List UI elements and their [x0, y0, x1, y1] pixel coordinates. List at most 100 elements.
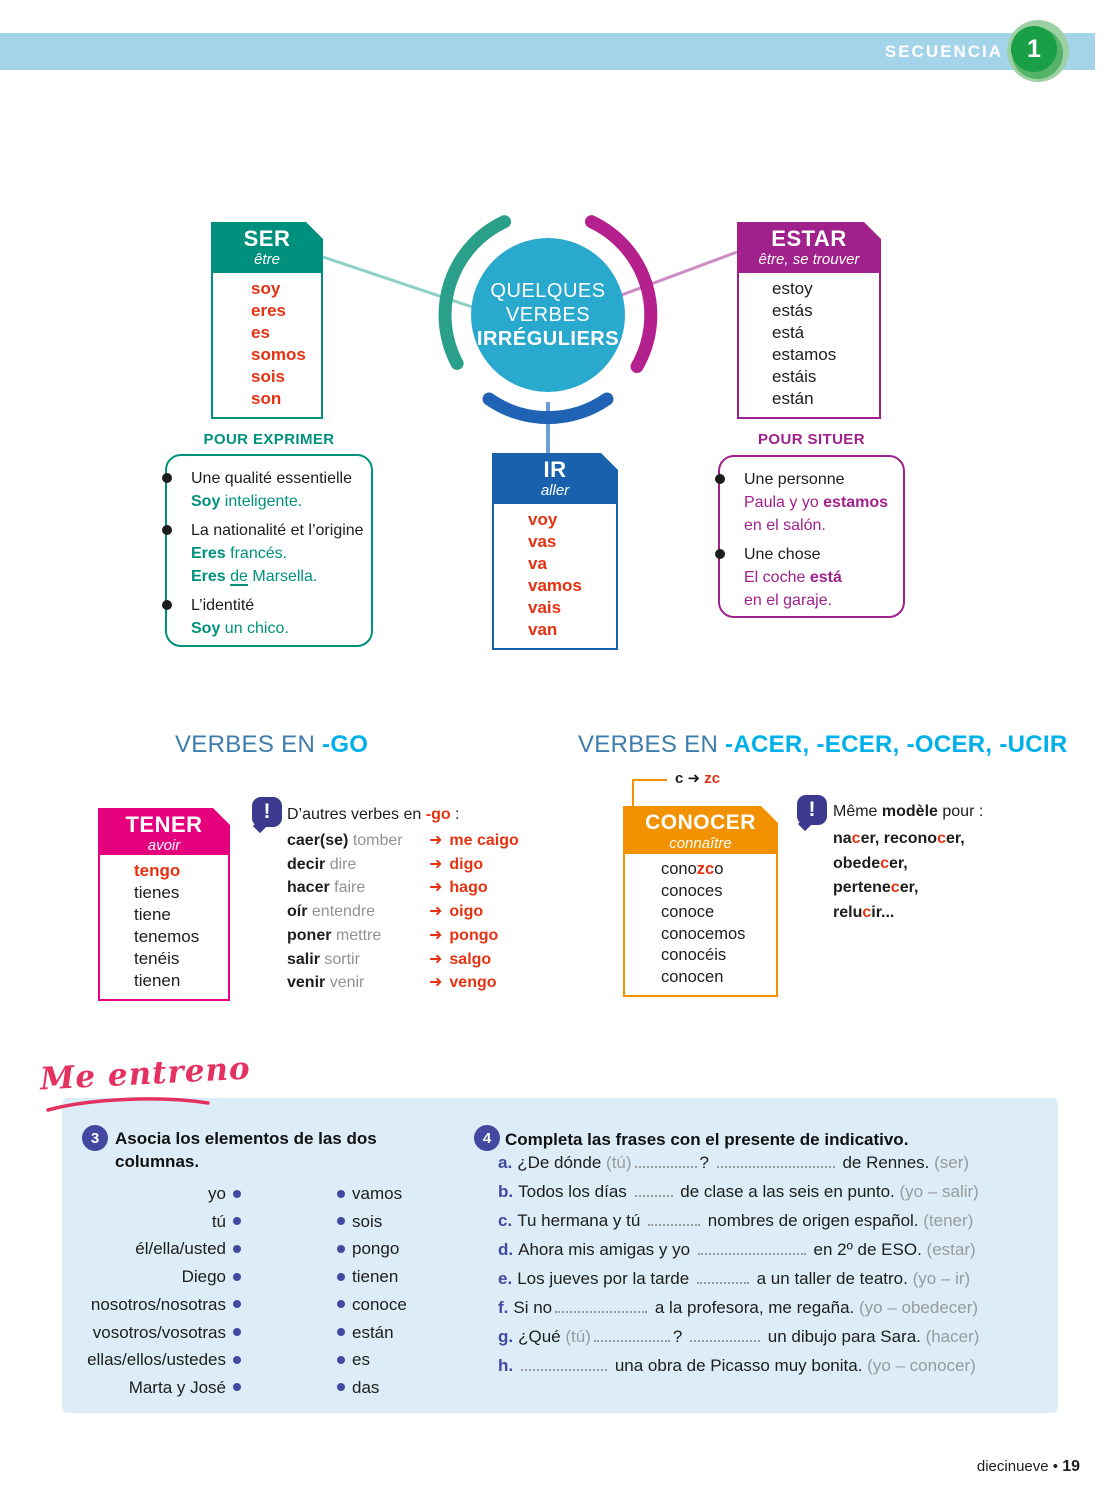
- verb-result: hago: [449, 879, 488, 897]
- verb-box-tener-header: TENER avoir: [98, 808, 230, 853]
- c-to-zc-annotation: c ➜ zc: [675, 770, 721, 787]
- match-item[interactable]: están: [330, 1319, 407, 1347]
- usage-example: Eres francés.: [191, 545, 288, 562]
- usage-example: Soy inteligente.: [191, 493, 303, 510]
- verb-fr: venir: [329, 974, 365, 992]
- verb-form: estás: [772, 301, 813, 320]
- arrow-icon: ➜: [429, 855, 443, 873]
- verb-translation: aller: [540, 482, 570, 499]
- arrow-icon: ➜: [429, 926, 443, 944]
- verb-form: vamos: [528, 576, 582, 595]
- fill-in-row: d. Ahora mis amigas y yo en 2º de ESO. (e…: [498, 1240, 976, 1259]
- heading-prefix: VERBES EN: [175, 731, 323, 758]
- match-item[interactable]: ellas/ellos/ustedes: [70, 1346, 248, 1374]
- verb-result: oigo: [449, 903, 484, 921]
- match-dot[interactable]: [233, 1217, 241, 1226]
- match-item[interactable]: sois: [330, 1208, 407, 1236]
- match-dot[interactable]: [233, 1383, 241, 1392]
- heading-suffix: -GO: [322, 731, 369, 758]
- blank-dotted-line: [593, 1327, 670, 1342]
- fill-in-row: a. ¿De dónde (tú)? de Rennes. (ser): [498, 1153, 970, 1172]
- match-item[interactable]: Marta y José: [70, 1374, 248, 1402]
- secuencia-label: SECUENCIA: [884, 41, 1003, 61]
- verb-form: conocemos: [661, 924, 746, 943]
- match-dot[interactable]: [337, 1189, 345, 1198]
- match-item[interactable]: Diego: [70, 1263, 248, 1291]
- match-item[interactable]: tú: [70, 1208, 248, 1236]
- verb-box-ir-header: IR aller: [492, 453, 618, 502]
- verb-box-ser-header: SER être: [211, 222, 323, 271]
- match-dot[interactable]: [337, 1300, 345, 1309]
- conocer-annotation-bracket: [632, 779, 667, 806]
- match-dot[interactable]: [337, 1355, 345, 1364]
- sequence-number-badge: 1: [1007, 17, 1075, 85]
- fill-in-row: b. Todos los días de clase a las seis en …: [498, 1182, 979, 1201]
- match-dot[interactable]: [337, 1272, 345, 1281]
- verb-translation: connaître: [669, 835, 732, 852]
- verb-es: salir: [287, 950, 320, 968]
- exercise-3-number: 3: [82, 1125, 108, 1151]
- section-heading-go: VERBES EN -GO: [175, 731, 368, 759]
- match-item[interactable]: nosotros/nosotras: [70, 1291, 248, 1319]
- usage-label: L’identité: [191, 597, 255, 614]
- match-item[interactable]: es: [330, 1346, 407, 1374]
- match-dot[interactable]: [233, 1328, 241, 1337]
- match-dot[interactable]: [337, 1217, 345, 1226]
- match-item[interactable]: tienen: [330, 1263, 407, 1291]
- go-verb-row: oír entendre ➜ oigo: [287, 900, 519, 924]
- match-item[interactable]: vamos: [330, 1180, 407, 1208]
- match-dot[interactable]: [337, 1383, 345, 1392]
- match-item[interactable]: vosotros/vosotras: [70, 1319, 248, 1347]
- blank-dotted-line: [696, 1269, 749, 1284]
- page-word: diecinueve: [976, 1458, 1049, 1475]
- badge-number: 1: [1011, 26, 1057, 72]
- verb-box-conocer-header: CONOCER connaître: [623, 806, 778, 852]
- usage-item: L’identité Soy un chico.: [162, 594, 365, 640]
- verb-box-ir-forms: voy vas va vamos vais van: [492, 502, 618, 650]
- heading-suffix: -ACER, -ECER, -OCER, -UCIR: [725, 731, 1068, 758]
- match-dot[interactable]: [233, 1189, 241, 1198]
- usage-example: Paula y yo estamos: [744, 494, 889, 511]
- verb-es: caer(se): [287, 832, 349, 849]
- usage-item: La nationalité et l’origine Eres francés…: [162, 519, 365, 588]
- match-dot[interactable]: [233, 1244, 241, 1253]
- match-item[interactable]: das: [330, 1374, 407, 1402]
- blank-dotted-line: [521, 1356, 608, 1371]
- verb-form: están: [772, 389, 814, 408]
- verb-title: IR: [543, 457, 567, 482]
- match-item[interactable]: conoce: [330, 1291, 407, 1319]
- match-dot[interactable]: [337, 1328, 345, 1337]
- match-dot[interactable]: [233, 1272, 241, 1281]
- verb-form: son: [251, 389, 282, 408]
- match-dot[interactable]: [337, 1244, 345, 1253]
- footer-bullet: •: [1052, 1458, 1059, 1475]
- go-verb-row: poner mettre ➜ pongo: [287, 924, 519, 948]
- match-item[interactable]: pongo: [330, 1235, 407, 1263]
- pour-situer-box: Une personne Paula y yo estamos en el sa…: [715, 455, 905, 618]
- verb-fr: dire: [329, 855, 357, 873]
- match-item[interactable]: yo: [70, 1180, 248, 1208]
- verb-form: soy: [251, 279, 281, 298]
- verb-form: está: [772, 323, 805, 342]
- blank-dotted-line: [716, 1153, 835, 1168]
- verb-form: conoces: [661, 881, 723, 900]
- go-verb-row: decir dire ➜ digo: [287, 853, 519, 877]
- match-dot[interactable]: [233, 1300, 241, 1309]
- verb-form: vas: [528, 532, 557, 551]
- usage-label: Une qualité essentielle: [191, 470, 352, 487]
- verb-result: pongo: [449, 926, 499, 944]
- verb-form: conoce: [661, 903, 715, 921]
- verb-box-estar-forms: estoy estás está estamos estáis están: [737, 271, 881, 419]
- verb-box-ir: IR aller voy vas va vamos vais van: [492, 453, 618, 650]
- fill-in-row: g. ¿Qué (tú)? un dibujo para Sara. (hacer…: [498, 1327, 980, 1346]
- me-entreno-underline: [46, 1097, 210, 1112]
- go-verb-row: salir sortir ➜ salgo: [287, 948, 519, 972]
- match-item[interactable]: él/ella/usted: [70, 1235, 248, 1263]
- diagram-center-circle: QUELQUES VERBES IRRÉGULIERS: [471, 238, 625, 392]
- verb-fr: sortir: [324, 950, 360, 968]
- match-dot[interactable]: [233, 1355, 241, 1364]
- verb-title: SER: [243, 226, 291, 251]
- verb-form: estamos: [772, 345, 837, 364]
- verb-result: me caigo: [449, 832, 519, 849]
